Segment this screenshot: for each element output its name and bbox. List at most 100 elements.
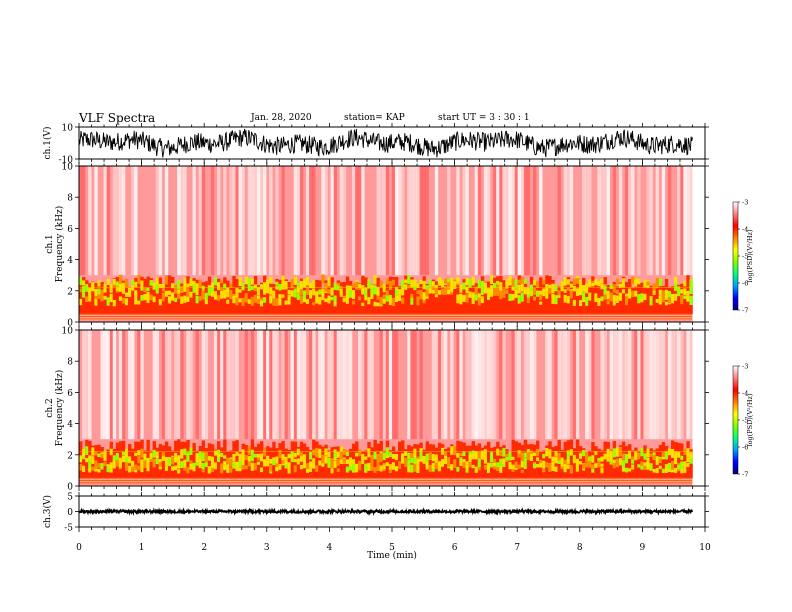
spectrogram-cell — [437, 442, 442, 479]
spectrogram-cell — [103, 295, 107, 300]
spectrogram-cell — [517, 275, 522, 315]
spectrogram-cell — [385, 330, 390, 440]
spectrogram-cell — [631, 290, 635, 298]
spectrogram-cell — [376, 166, 380, 276]
spectrogram-cell — [450, 277, 454, 287]
spectrogram-cell — [502, 290, 506, 296]
spectrogram-cell — [483, 166, 488, 276]
spectrogram-cell — [624, 330, 629, 440]
spectrogram-cell — [462, 451, 466, 457]
spectrogram-cell — [305, 166, 310, 276]
spectrogram-cell — [456, 294, 460, 304]
spectrogram-cell — [140, 330, 144, 440]
spectrogram-cell — [376, 302, 380, 307]
spectrogram-cell — [560, 330, 564, 440]
spectrogram-cell — [585, 166, 589, 276]
spectrogram-cell — [428, 287, 433, 294]
spectrogram-cell — [213, 330, 218, 440]
spectrogram-cell — [278, 284, 282, 291]
spectrogram-cell — [223, 289, 227, 298]
spectrogram-cell — [606, 290, 610, 295]
spectrogram-cell — [677, 464, 681, 470]
spectrogram-cell — [164, 290, 169, 297]
spectrogram-cell — [299, 295, 304, 304]
spectrogram-cell — [480, 451, 485, 458]
spectrogram-cell — [183, 465, 187, 471]
spectrogram-cell — [345, 285, 350, 294]
spectrogram-cell — [410, 297, 414, 305]
spectrogram-cell — [631, 459, 635, 464]
spectrogram-cell — [351, 465, 356, 473]
spectrogram-cell — [161, 283, 166, 288]
spectrogram-cell — [453, 446, 457, 456]
spectrogram-cell — [447, 166, 451, 276]
spectrogram-cell — [226, 287, 230, 297]
spectrogram-cell — [290, 458, 295, 463]
spectrogram-cell — [640, 330, 644, 440]
spectrogram-cell — [143, 294, 147, 301]
spectrogram-cell — [220, 287, 224, 292]
y-axis-label: ch.1 — [45, 234, 55, 253]
spectrogram-cell — [256, 330, 261, 440]
spectrogram-cell — [545, 288, 549, 293]
spectrogram-cell — [361, 330, 365, 440]
spectrogram-cell — [658, 458, 663, 463]
spectrogram-cell — [437, 282, 442, 315]
spectrogram-cell — [152, 449, 156, 458]
spectrogram-cell — [348, 462, 353, 471]
spectrogram-cell — [517, 330, 522, 440]
colorbar-tick-label: -3 — [742, 363, 748, 371]
spectrogram-cell — [195, 330, 199, 440]
spectrogram-cell — [296, 330, 301, 440]
spectrogram-cell — [520, 452, 525, 462]
spectrogram-cell — [140, 439, 144, 479]
spectrogram-cell — [82, 290, 86, 298]
spectrogram-cell — [217, 453, 221, 457]
spectrogram-cell — [103, 450, 107, 459]
spectrogram-cell — [82, 449, 86, 457]
spectrogram-cell — [514, 279, 518, 289]
spectrogram-cell — [486, 166, 491, 276]
spectrogram-cell — [655, 277, 660, 285]
spectrogram-cell — [336, 468, 341, 472]
spectrogram-cell — [103, 461, 107, 467]
spectrogram-cell — [422, 292, 426, 301]
spectrogram-cell — [609, 454, 614, 463]
spectrogram-cell — [177, 289, 181, 294]
spectrogram-cell — [342, 330, 347, 440]
spectrogram-cell — [536, 291, 540, 296]
colorbar-label: log(PSD)(V²/Hz) — [746, 393, 754, 446]
spectrogram-cell — [177, 330, 181, 440]
spectrogram-cell — [413, 454, 417, 464]
spectrogram-cell — [318, 289, 322, 295]
spectrogram-cell — [465, 166, 469, 276]
spectrogram-cell — [339, 330, 344, 440]
spectrogram-cell — [355, 281, 359, 290]
spectrogram-cell — [686, 330, 690, 440]
spectrogram-cell — [575, 278, 580, 284]
spectrogram-cell — [235, 461, 239, 470]
spectrogram-cell — [272, 298, 276, 306]
spectrogram-cell — [241, 166, 245, 276]
spectrogram-cell — [505, 286, 509, 315]
spectrogram-cell — [272, 458, 276, 466]
spectrogram-cell — [440, 288, 445, 295]
spectrogram-cell — [275, 456, 279, 464]
spectrogram-cell — [496, 467, 500, 471]
spectrogram-cell — [235, 292, 239, 301]
spectrogram-cell — [131, 330, 135, 440]
spectrogram-cell — [330, 287, 334, 296]
spectrogram-cell — [373, 285, 377, 295]
spectrogram-cell — [597, 460, 601, 468]
x-tick-label: 2 — [201, 543, 207, 553]
spectrogram-cell — [413, 463, 417, 472]
spectrogram-cell — [217, 295, 221, 301]
spectrogram-cell — [281, 282, 285, 290]
spectrogram-cell — [548, 467, 552, 472]
y-tick-label: -10 — [59, 156, 74, 166]
spectrogram-cell — [180, 296, 184, 304]
spectrogram-cell — [677, 291, 681, 297]
spectrogram-cell — [266, 284, 270, 315]
spectrogram-cell — [483, 449, 488, 456]
spectrogram-cell — [97, 288, 101, 295]
